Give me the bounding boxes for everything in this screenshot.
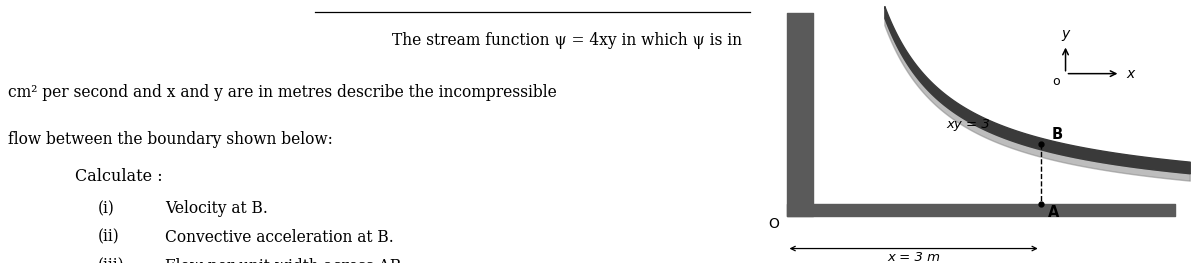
Text: Flow per unit width across AB.: Flow per unit width across AB.: [166, 258, 407, 263]
Text: cm² per second and x and y are in metres describe the incompressible: cm² per second and x and y are in metres…: [7, 84, 557, 101]
Text: Velocity at B.: Velocity at B.: [166, 200, 268, 217]
Text: y: y: [1062, 27, 1069, 41]
Text: O: O: [768, 217, 779, 231]
Text: (iii): (iii): [97, 258, 124, 263]
Text: A: A: [1048, 205, 1060, 220]
Text: xy = 3: xy = 3: [947, 118, 990, 131]
Text: Convective acceleration at B.: Convective acceleration at B.: [166, 229, 394, 246]
Text: Calculate :: Calculate :: [74, 168, 163, 185]
Text: o: o: [1052, 75, 1060, 88]
Text: B: B: [1051, 127, 1063, 142]
Text: The stream function ψ = 4xy in which ψ is in: The stream function ψ = 4xy in which ψ i…: [392, 32, 743, 49]
Text: (i): (i): [97, 200, 114, 217]
Text: flow between the boundary shown below:: flow between the boundary shown below:: [7, 132, 332, 149]
Text: (ii): (ii): [97, 229, 119, 246]
Text: x = 3 m: x = 3 m: [887, 251, 940, 263]
Text: x: x: [1127, 67, 1134, 81]
